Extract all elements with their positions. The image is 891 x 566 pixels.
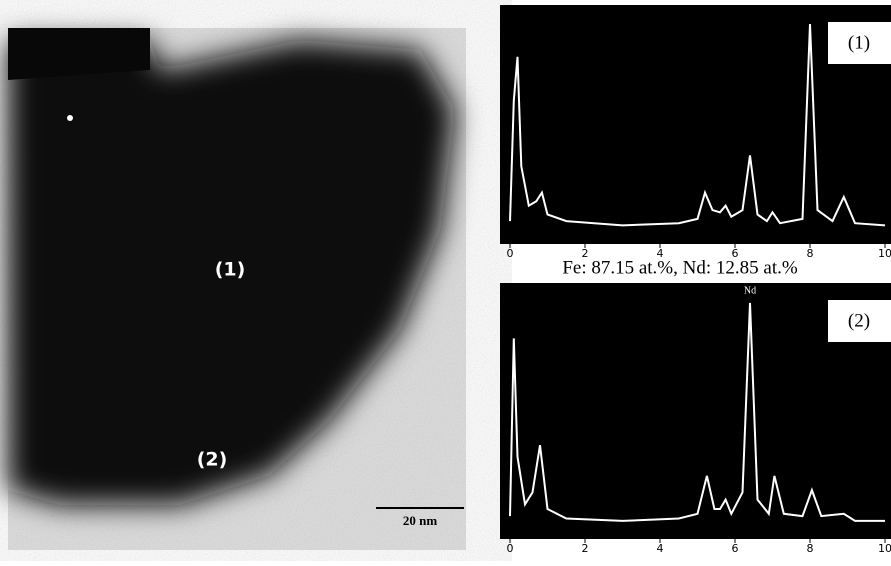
x-tick-label: 10 bbox=[878, 247, 891, 260]
x-tick-label: 10 bbox=[878, 542, 891, 555]
x-tick-label: 2 bbox=[582, 247, 589, 260]
spectrum-chart: 0 2 4 6 8 10 Nd (2) bbox=[500, 283, 891, 555]
figure: (1) (2) 20 nm Fe: 87.15 at.%, Nd: 12.85 … bbox=[0, 0, 891, 561]
x-tick-label: 0 bbox=[507, 542, 514, 555]
x-tick-label: 4 bbox=[657, 542, 664, 555]
region-label: (1) bbox=[215, 259, 246, 281]
x-tick-label: 8 bbox=[807, 247, 814, 260]
region-label: (2) bbox=[197, 449, 228, 471]
spectrum-label: (1) bbox=[848, 32, 870, 53]
x-tick-label: 6 bbox=[732, 247, 739, 260]
caption: Fe: 87.15 at.%, Nd: 12.85 at.% bbox=[562, 257, 798, 278]
x-tick-label: 4 bbox=[657, 247, 664, 260]
peak-label: Nd bbox=[744, 285, 756, 296]
x-tick-label: 8 bbox=[807, 542, 814, 555]
x-tick-label: 2 bbox=[582, 542, 589, 555]
bright-spot bbox=[67, 115, 73, 121]
tem-image: (1) (2) 20 nm bbox=[8, 28, 466, 550]
spectrum-label: (2) bbox=[848, 310, 870, 331]
x-tick-label: 6 bbox=[732, 542, 739, 555]
scale-bar-label: 20 nm bbox=[403, 513, 437, 528]
x-tick-label: 0 bbox=[507, 247, 514, 260]
spectrum-chart: 0 2 4 6 8 10 (1) bbox=[500, 5, 891, 260]
page: { "image": {"regions": ["(1)", "(2)"], "… bbox=[0, 0, 891, 561]
